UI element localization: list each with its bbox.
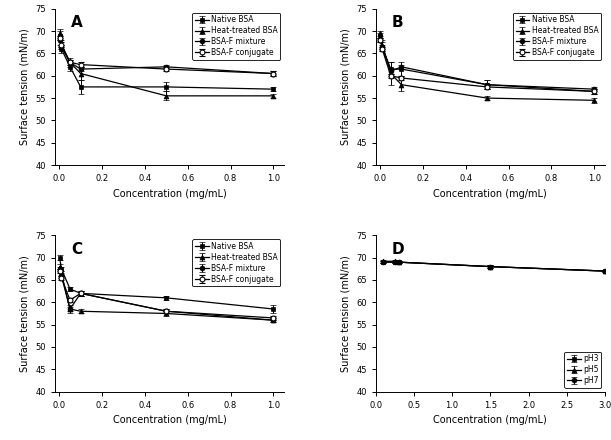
Text: D: D — [392, 242, 404, 257]
Text: B: B — [392, 15, 403, 30]
Y-axis label: Surface tension (mN/m): Surface tension (mN/m) — [20, 255, 30, 372]
Y-axis label: Surface tension (mN/m): Surface tension (mN/m) — [340, 255, 351, 372]
Text: A: A — [71, 15, 82, 30]
Legend: Native BSA, Heat-treated BSA, BSA-F mixture, BSA-F conjugate: Native BSA, Heat-treated BSA, BSA-F mixt… — [192, 239, 280, 286]
Legend: Native BSA, Heat-treated BSA, BSA-F mixture, BSA-F conjugate: Native BSA, Heat-treated BSA, BSA-F mixt… — [192, 13, 280, 60]
X-axis label: Concentration (mg/mL): Concentration (mg/mL) — [112, 189, 227, 198]
Legend: pH3, pH5, pH7: pH3, pH5, pH7 — [564, 352, 601, 388]
Y-axis label: Surface tension (mN/m): Surface tension (mN/m) — [20, 29, 30, 145]
X-axis label: Concentration (mg/mL): Concentration (mg/mL) — [433, 415, 547, 425]
Text: C: C — [71, 242, 82, 257]
X-axis label: Concentration (mg/mL): Concentration (mg/mL) — [112, 415, 227, 425]
Y-axis label: Surface tension (mN/m): Surface tension (mN/m) — [340, 29, 351, 145]
Legend: Native BSA, Heat-treated BSA, BSA-F mixture, BSA-F conjugate: Native BSA, Heat-treated BSA, BSA-F mixt… — [513, 13, 601, 60]
X-axis label: Concentration (mg/mL): Concentration (mg/mL) — [433, 189, 547, 198]
